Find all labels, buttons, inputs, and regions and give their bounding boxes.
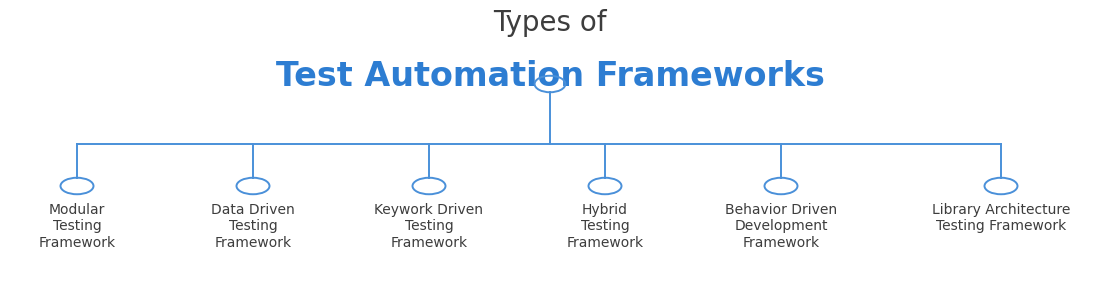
- Text: Data Driven
Testing
Framework: Data Driven Testing Framework: [211, 203, 295, 250]
- Text: Library Architecture
Testing Framework: Library Architecture Testing Framework: [932, 203, 1070, 233]
- Text: Behavior Driven
Development
Framework: Behavior Driven Development Framework: [725, 203, 837, 250]
- Text: Modular
Testing
Framework: Modular Testing Framework: [39, 203, 116, 250]
- Text: Keywork Driven
Testing
Framework: Keywork Driven Testing Framework: [374, 203, 484, 250]
- Text: Types of: Types of: [493, 9, 607, 37]
- Text: Hybrid
Testing
Framework: Hybrid Testing Framework: [566, 203, 644, 250]
- Text: Test Automation Frameworks: Test Automation Frameworks: [276, 60, 824, 93]
